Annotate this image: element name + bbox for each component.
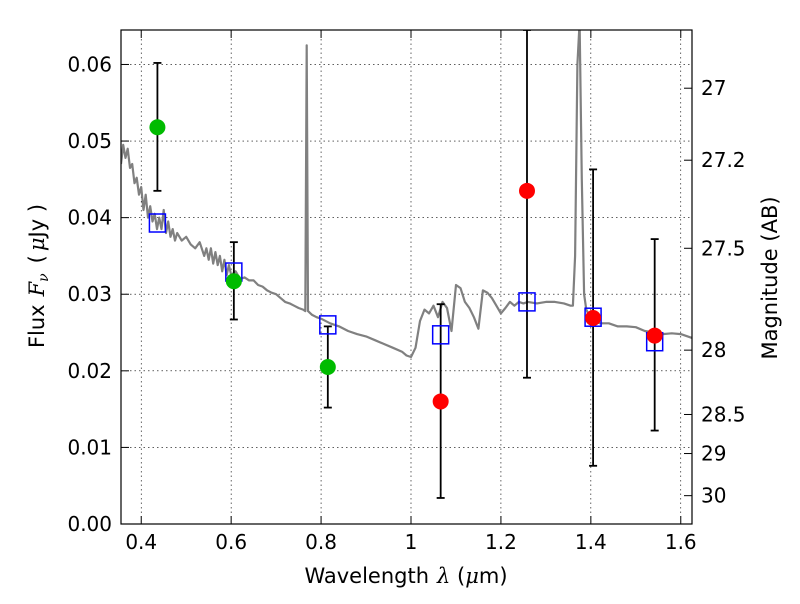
model-flux-square — [518, 292, 536, 312]
y2-axis-label: Magnitude (AB) — [758, 196, 782, 359]
model-flux-square — [148, 213, 167, 233]
x-tick-label: 1 — [405, 530, 418, 554]
green-data-point — [149, 119, 166, 136]
tick-layer: 0.4 0.6 0.8 1 1.2 1.4 1.6 0.00 0.01 0.02 0.03 0.04 0… — [67, 30, 746, 554]
grid-layer — [121, 30, 692, 525]
red-data-point — [432, 393, 449, 410]
x-tick-label: 0.6 — [215, 530, 247, 554]
model-flux-square — [319, 315, 337, 335]
x-tick-label: 0.8 — [305, 530, 337, 554]
y-axis-label-unit-open: ( — [25, 255, 49, 263]
model-spectrum-line — [121, 30, 692, 359]
green-data-point — [225, 273, 242, 290]
y2-tick-label: 28 — [701, 338, 726, 362]
x-axis-label-unit-open: ( — [450, 564, 465, 588]
point-layer — [149, 119, 663, 410]
y2-tick-label: 28.5 — [701, 402, 746, 426]
y-tick-label: 0.02 — [67, 359, 112, 383]
x-tick-label: 1.2 — [485, 530, 517, 554]
y2-tick-label: 29 — [701, 442, 726, 466]
y-tick-label: 0.04 — [67, 206, 112, 230]
x-axis-label-unit-mu: μ — [465, 564, 479, 588]
y-tick-label: 0.01 — [67, 435, 112, 459]
y2-tick-label: 27.5 — [701, 236, 746, 260]
x-tick-label: 0.4 — [125, 530, 157, 554]
y2-tick-label: 27.2 — [701, 148, 746, 172]
y2-tick-label: 30 — [701, 484, 726, 508]
y-axis-label-unit-close: Jy ) — [25, 204, 49, 240]
red-data-point — [585, 309, 602, 326]
x-axis-label-unit-close: m) — [479, 564, 508, 588]
x-axis-label-symbol: λ — [436, 564, 450, 588]
y-tick-label: 0.00 — [67, 512, 112, 536]
plot-frame — [120, 29, 693, 525]
x-tick-label: 1.6 — [665, 530, 697, 554]
y-tick-label: 0.03 — [67, 282, 112, 306]
y-axis-label-symbol: F — [25, 280, 49, 297]
model-flux-square — [584, 307, 602, 327]
red-data-point — [646, 327, 663, 344]
model-flux-square — [431, 325, 450, 345]
y-axis-label-subscript: ν — [36, 273, 52, 282]
x-tick-label: 1.4 — [575, 530, 607, 554]
x-axis-label: Wavelength λ (μm) — [304, 564, 507, 588]
green-data-point — [319, 358, 336, 375]
y2-tick-label: 27 — [701, 76, 726, 100]
red-data-point — [518, 182, 535, 199]
y-axis-label: Flux Fν ( μJy ) — [25, 204, 52, 348]
y-axis-label-prefix: Flux — [25, 304, 49, 348]
model-layer — [121, 30, 692, 359]
y-axis-label-unit-mu: μ — [25, 237, 49, 251]
y-tick-label: 0.05 — [67, 129, 112, 153]
y-tick-label: 0.06 — [67, 52, 112, 76]
x-axis-label-prefix: Wavelength — [304, 564, 429, 588]
